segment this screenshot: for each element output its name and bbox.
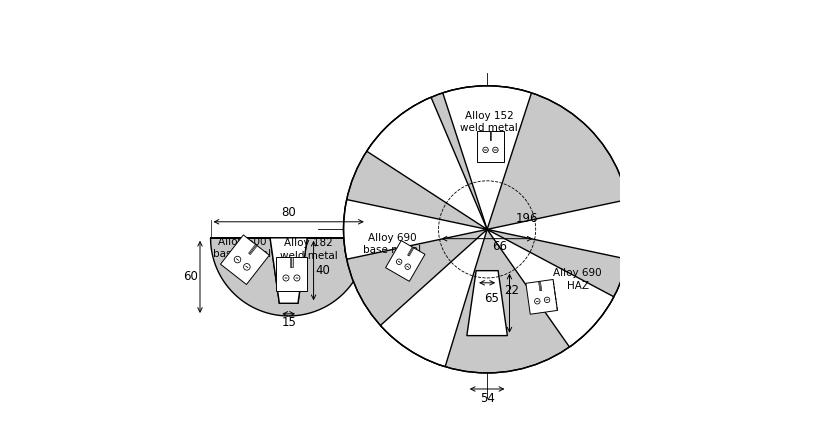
Text: 80: 80	[281, 206, 296, 219]
Polygon shape	[290, 257, 293, 267]
Text: 65: 65	[484, 292, 499, 306]
Polygon shape	[487, 230, 614, 347]
Circle shape	[397, 259, 402, 264]
Polygon shape	[344, 200, 487, 259]
Polygon shape	[249, 244, 258, 255]
Circle shape	[534, 298, 540, 304]
Circle shape	[244, 264, 250, 270]
Circle shape	[544, 297, 550, 303]
Polygon shape	[538, 281, 542, 291]
Text: 22: 22	[504, 284, 519, 297]
Circle shape	[294, 275, 300, 281]
Circle shape	[483, 147, 488, 153]
Text: Alloy 600
base metal: Alloy 600 base metal	[213, 237, 271, 259]
Polygon shape	[270, 238, 308, 303]
Polygon shape	[221, 235, 269, 284]
Text: 60: 60	[183, 270, 198, 283]
Polygon shape	[467, 271, 507, 336]
Polygon shape	[407, 247, 414, 256]
Text: 196: 196	[516, 212, 538, 225]
Polygon shape	[385, 241, 425, 281]
Polygon shape	[210, 238, 366, 316]
Polygon shape	[276, 257, 307, 291]
Circle shape	[344, 86, 631, 373]
Polygon shape	[443, 86, 532, 230]
Circle shape	[405, 264, 411, 269]
Text: Alloy 152
weld metal: Alloy 152 weld metal	[461, 110, 518, 133]
Polygon shape	[380, 230, 487, 367]
Polygon shape	[487, 200, 631, 259]
Text: 66: 66	[492, 240, 506, 253]
Text: 40: 40	[316, 264, 330, 277]
Polygon shape	[526, 280, 557, 314]
Polygon shape	[489, 130, 492, 140]
Text: Alloy 690
base metal: Alloy 690 base metal	[363, 232, 421, 255]
Polygon shape	[366, 97, 487, 230]
Text: 15: 15	[281, 316, 296, 329]
Text: Alloy 182
weld metal: Alloy 182 weld metal	[280, 238, 337, 261]
Polygon shape	[477, 130, 504, 162]
Circle shape	[283, 275, 289, 281]
Text: Alloy 690
HAZ: Alloy 690 HAZ	[553, 269, 602, 291]
Circle shape	[234, 256, 240, 263]
Circle shape	[492, 147, 498, 153]
Text: 54: 54	[479, 392, 495, 405]
